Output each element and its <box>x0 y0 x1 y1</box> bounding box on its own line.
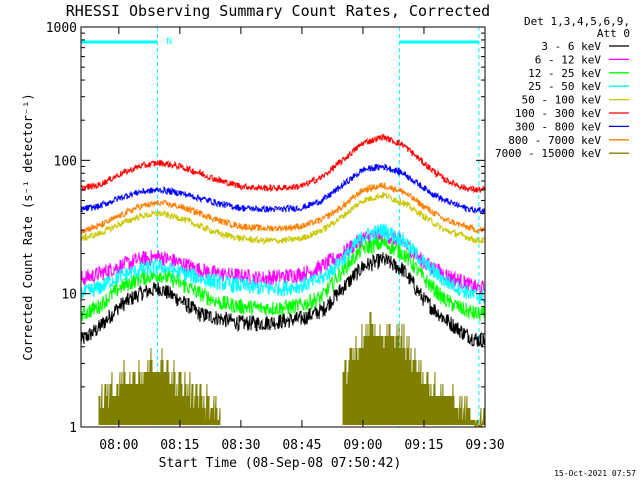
legend-label: 12 - 25 keV <box>528 67 601 80</box>
legend-label: 100 - 300 keV <box>515 107 601 120</box>
series-line <box>81 182 485 235</box>
x-tick-label: 08:15 <box>160 438 199 453</box>
timestamp: 15-Oct-2021 07:57 <box>554 469 636 478</box>
y-axis-label: Corrected Count Rate (s⁻¹ detector⁻¹) <box>21 93 35 360</box>
x-tick-label: 08:00 <box>99 438 138 453</box>
plot-frame <box>80 26 486 428</box>
y-tick-label: 1 <box>69 421 77 436</box>
legend-label: 25 - 50 keV <box>528 80 601 93</box>
x-tick-label: 08:45 <box>282 438 321 453</box>
y-tick-label: 1000 <box>46 21 77 36</box>
legend-label: 50 - 100 keV <box>522 94 602 107</box>
legend-label: 300 - 800 keV <box>515 120 601 133</box>
series-line <box>98 311 485 427</box>
legend-label: 6 - 12 keV <box>535 53 602 66</box>
y-axis: 1 10 100 1000 <box>46 21 485 436</box>
y-tick-label: 100 <box>54 154 77 169</box>
x-axis-label: Start Time (08-Sep-08 07:50:42) <box>159 456 402 471</box>
series-line <box>81 236 485 322</box>
series-line <box>81 133 485 194</box>
series-line <box>81 223 485 305</box>
night-marker-label: N <box>166 37 171 47</box>
legend-label: 3 - 6 keV <box>541 40 601 53</box>
x-tick-label: 09:00 <box>343 438 382 453</box>
series-line <box>81 226 485 296</box>
legend-label: 7000 - 15000 keV <box>495 147 601 160</box>
x-tick-label: 09:30 <box>465 438 504 453</box>
legend-header: Att 0 <box>597 27 630 40</box>
legend-label: 800 - 7000 keV <box>508 134 601 147</box>
series-line <box>81 252 485 348</box>
y-tick-label: 10 <box>61 288 77 303</box>
chart-title: RHESSI Observing Summary Count Rates, Co… <box>66 2 490 20</box>
x-tick-label: 08:30 <box>221 438 260 453</box>
legend-header: Det 1,3,4,5,6,9, <box>524 15 630 28</box>
series-layer <box>81 133 485 427</box>
x-axis: 08:00 08:15 08:30 08:45 09:00 09:15 09:30 <box>99 27 505 453</box>
series-line <box>81 191 485 246</box>
series-line <box>81 163 485 215</box>
x-tick-label: 09:15 <box>404 438 443 453</box>
